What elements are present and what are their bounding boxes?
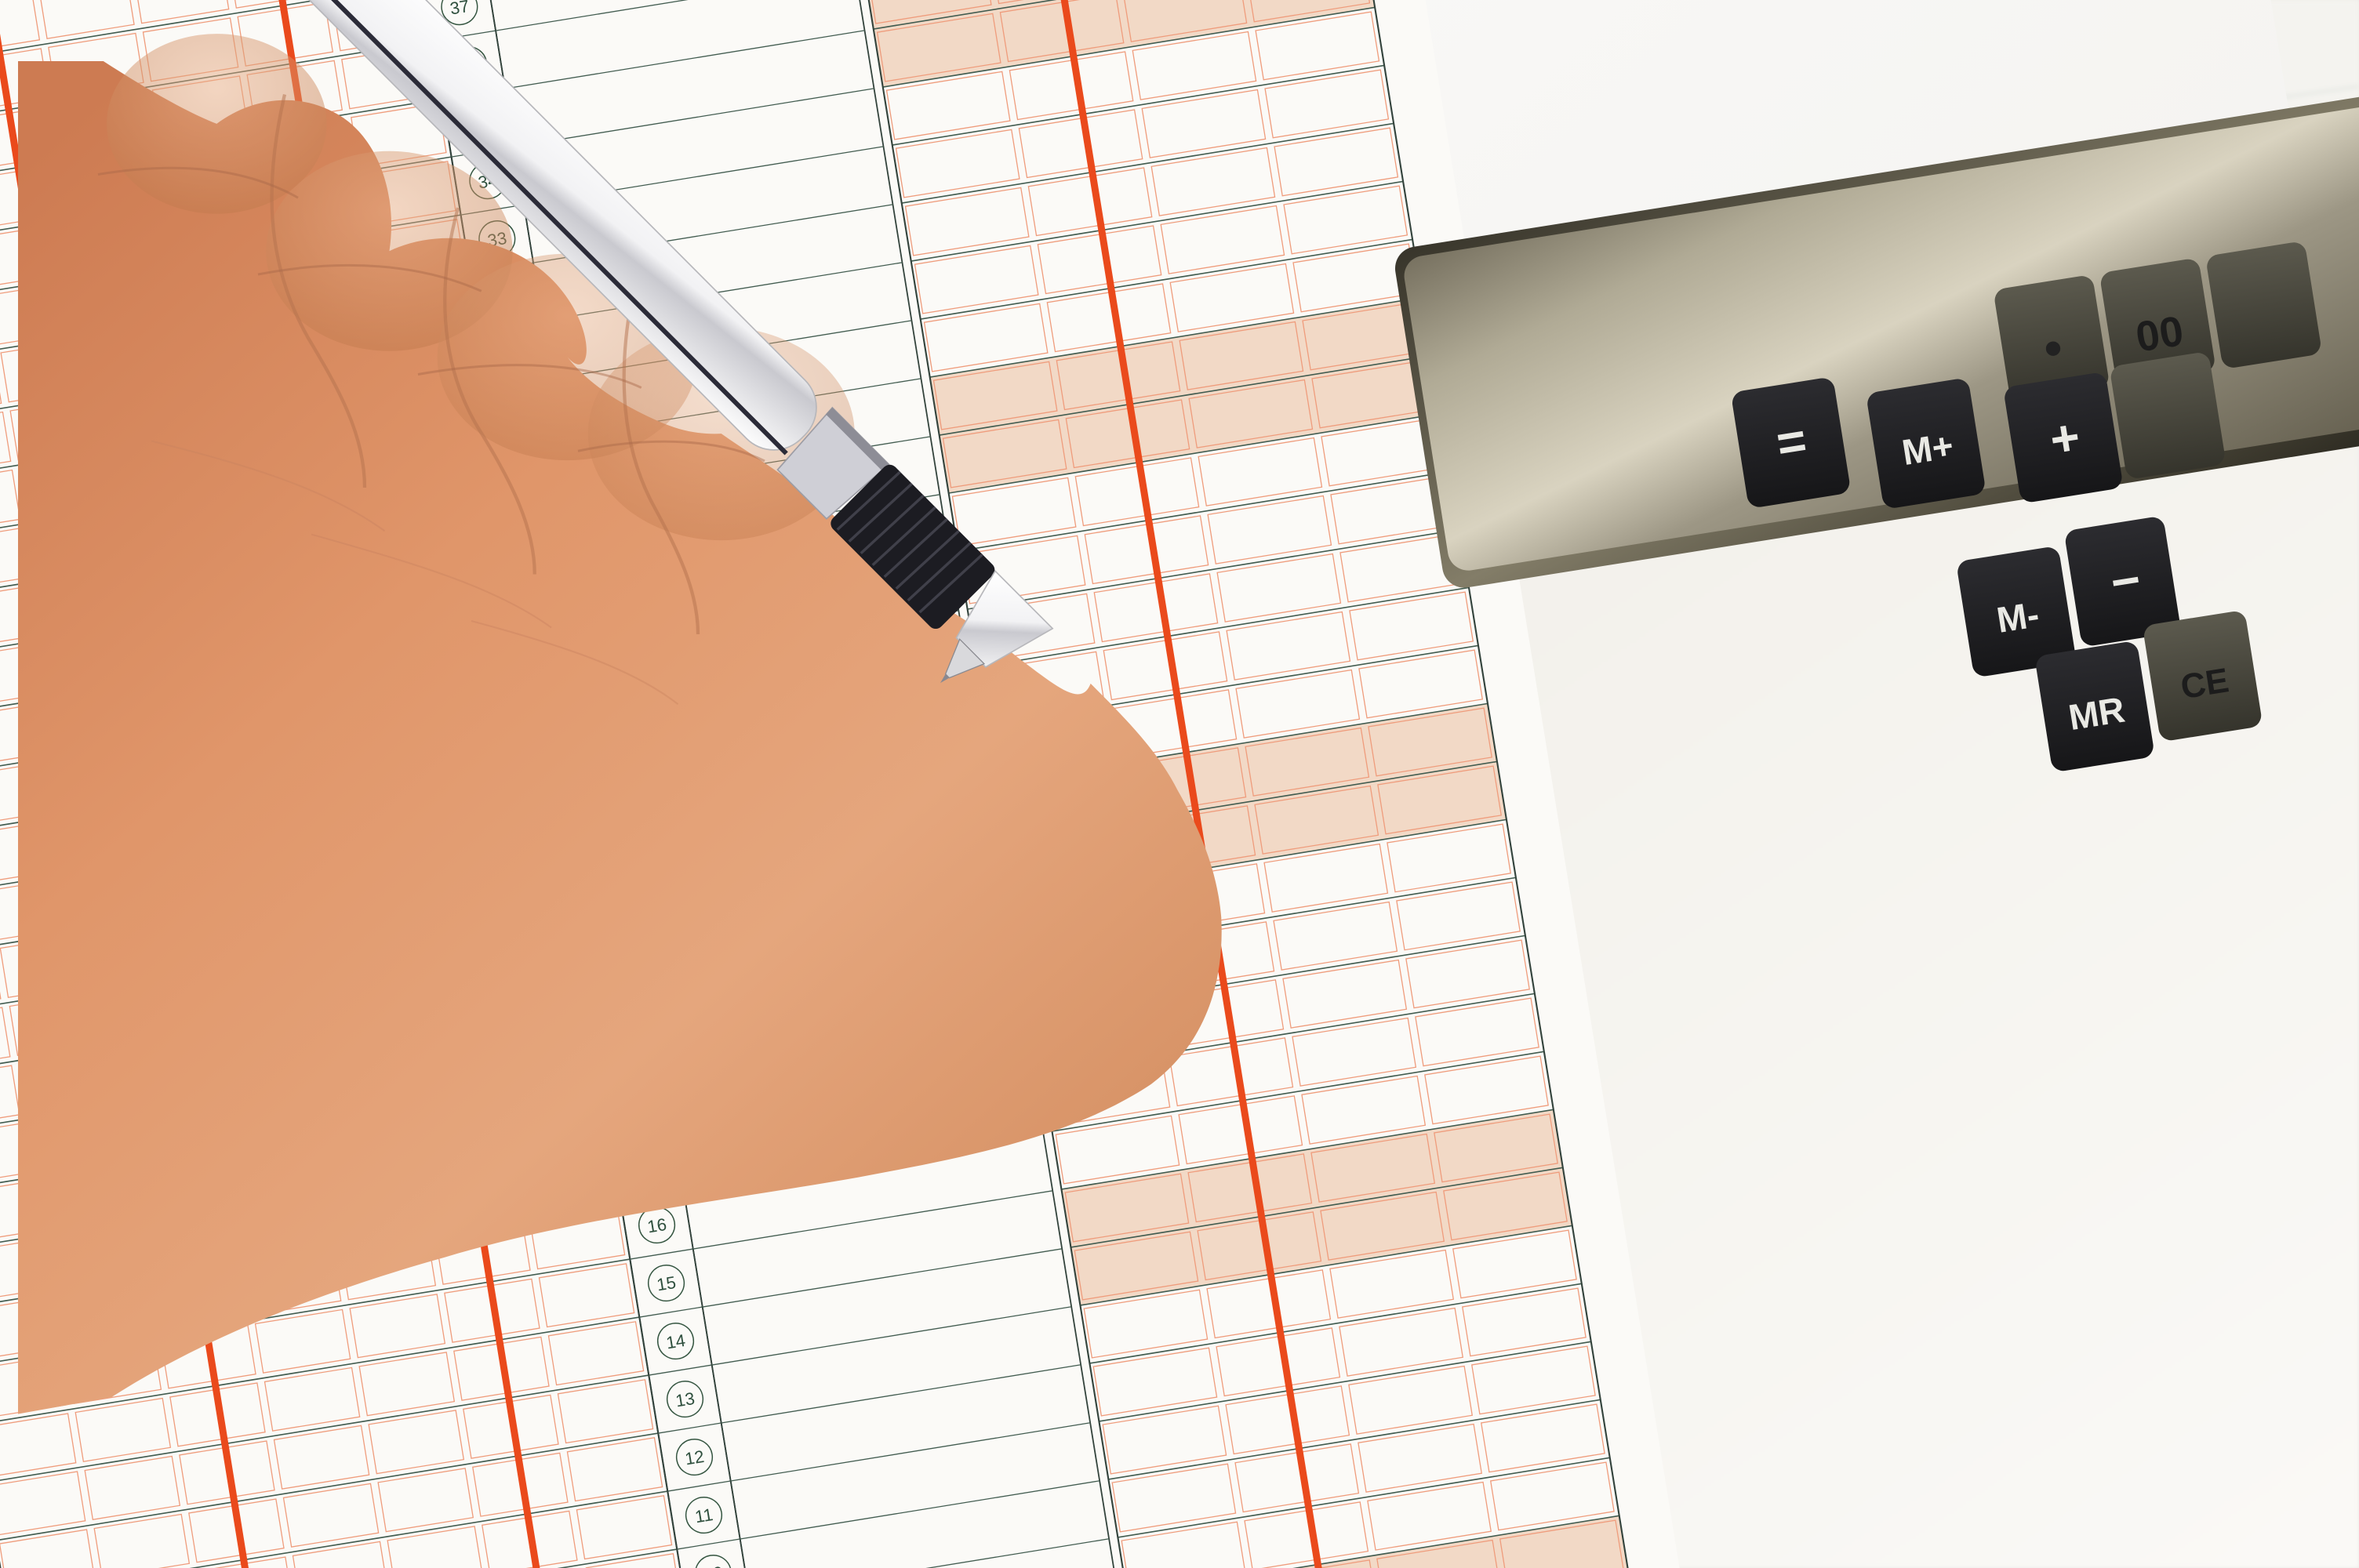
svg-text:00: 00: [2132, 307, 2186, 361]
svg-text:M-: M-: [1994, 593, 2041, 641]
svg-text:M+: M+: [1899, 425, 1957, 474]
svg-text:MR: MR: [2066, 689, 2128, 739]
svg-text:CE: CE: [2178, 661, 2231, 706]
